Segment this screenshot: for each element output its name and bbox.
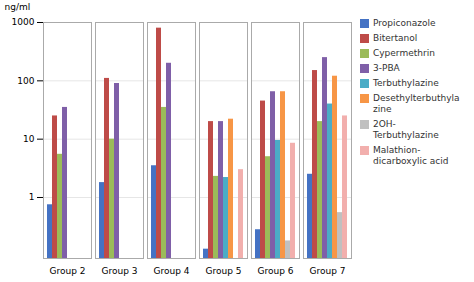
- html-text:Desethylterbuthyla zine: Desethylterbuthyla zine: [373, 93, 460, 114]
- html-text:Propiconazole: Propiconazole: [373, 18, 436, 28]
- svg-text:Group 2: Group 2: [50, 266, 86, 276]
- html-text:Terbuthylazine: Terbuthylazine: [373, 78, 439, 88]
- svg-text:Group 5: Group 5: [206, 266, 242, 276]
- svg-text:Group 7: Group 7: [310, 266, 346, 276]
- html-text:2OH- Terbuthylazine: 2OH- Terbuthylazine: [373, 119, 439, 140]
- svg-text:Group 4: Group 4: [154, 266, 190, 276]
- svg-text:ng/ml: ng/ml: [5, 2, 31, 12]
- svg-text:10: 10: [23, 134, 35, 144]
- svg-text:Group 3: Group 3: [102, 266, 138, 276]
- html-text:Cypermethrin: Cypermethrin: [373, 48, 435, 58]
- svg-text:Group 6: Group 6: [258, 266, 294, 276]
- html-text:Malathion- dicarboxylic acid: Malathion- dicarboxylic acid: [373, 145, 449, 166]
- svg-text:1: 1: [29, 192, 35, 202]
- svg-text:100: 100: [17, 76, 34, 86]
- svg-text:1000: 1000: [12, 17, 35, 27]
- html-text:Bitertanol: Bitertanol: [373, 33, 418, 43]
- html-text:3-PBA: 3-PBA: [373, 63, 400, 73]
